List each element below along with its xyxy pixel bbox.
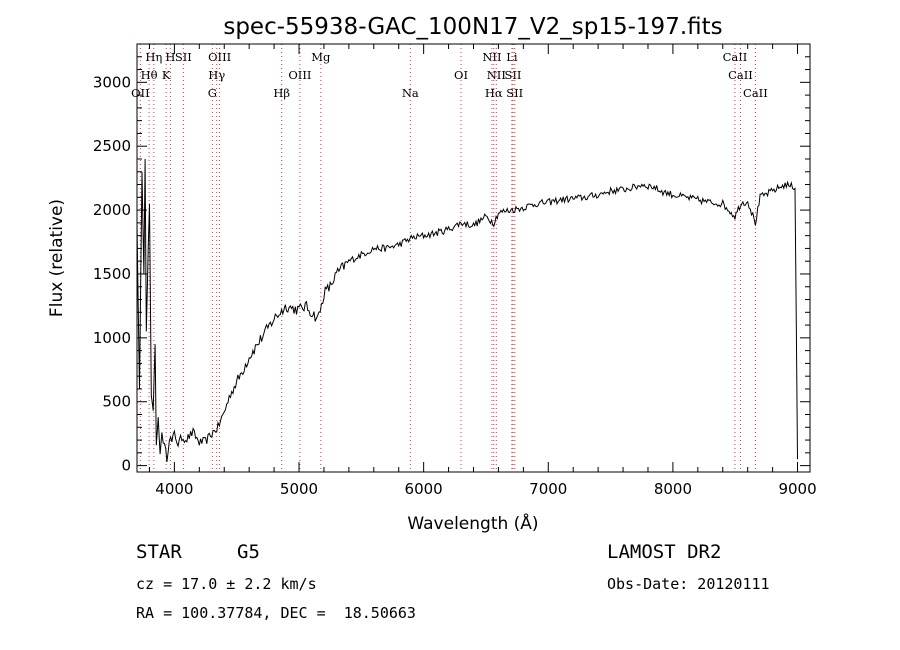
axis-ticks: 4000 5000 6000 7000 8000 9000 0 500 1000 1500 2000… bbox=[93, 44, 817, 498]
coordinates-text: RA = 100.37784, DEC = 18.50663 bbox=[136, 604, 416, 622]
object-subclass: G5 bbox=[237, 541, 260, 563]
spectral-line-label: Hγ bbox=[208, 68, 225, 82]
obs-date-text: Obs-Date: 20120111 bbox=[607, 575, 770, 593]
y-axis-label: Flux (relative) bbox=[47, 199, 67, 317]
x-tick-label: 9000 bbox=[778, 480, 816, 498]
x-tick-label: 8000 bbox=[654, 480, 692, 498]
spectral-line-label: Li bbox=[506, 50, 518, 64]
object-class: STAR bbox=[136, 541, 182, 563]
spectral-line-label: Hβ bbox=[273, 86, 290, 100]
y-tick-label: 500 bbox=[102, 393, 131, 411]
spectral-line-label: NII bbox=[482, 50, 501, 64]
spectral-line-label: OIII bbox=[208, 50, 231, 64]
spectral-line-label: K bbox=[162, 68, 171, 82]
spectral-line-label: SII bbox=[175, 50, 192, 64]
chart-title: spec-55938-GAC_100N17_V2_sp15-197.fits bbox=[223, 14, 722, 40]
spectral-line-label: OII bbox=[131, 86, 150, 100]
spectrum-series-line bbox=[136, 158, 798, 463]
redshift-text: cz = 17.0 ± 2.2 km/s bbox=[136, 575, 317, 593]
spectral-line-label: H bbox=[165, 50, 175, 64]
plot-frame bbox=[136, 43, 811, 473]
spectral-line-label: OIII bbox=[288, 68, 311, 82]
x-tick-label: 7000 bbox=[529, 480, 567, 498]
survey-name: LAMOST DR2 bbox=[607, 541, 722, 563]
spectral-line-label: NII bbox=[487, 68, 506, 82]
x-axis-label: Wavelength (Å) bbox=[407, 512, 538, 534]
spectral-line-label: Hα bbox=[485, 86, 503, 100]
spectral-line-label: OI bbox=[454, 68, 468, 82]
x-tick-label: 4000 bbox=[155, 480, 193, 498]
y-tick-label: 2500 bbox=[93, 137, 131, 155]
y-tick-label: 1500 bbox=[93, 265, 131, 283]
y-tick-label: 0 bbox=[121, 457, 131, 475]
spectral-line-label: SII bbox=[505, 68, 522, 82]
x-tick-label: 5000 bbox=[280, 480, 318, 498]
spectral-line-label: SII bbox=[506, 86, 523, 100]
y-tick-label: 2000 bbox=[93, 201, 131, 219]
spectral-line-label: Na bbox=[402, 86, 419, 100]
spectral-line-label: G bbox=[208, 86, 217, 100]
spectral-line-label: CaII bbox=[723, 50, 748, 64]
spectral-line-label: Hθ bbox=[141, 68, 158, 82]
spectral-line-label: CaII bbox=[728, 68, 753, 82]
spectral-line-label: CaII bbox=[743, 86, 768, 100]
x-tick-label: 6000 bbox=[405, 480, 443, 498]
spectral-line-label: Hη bbox=[145, 50, 162, 64]
y-tick-label: 3000 bbox=[93, 73, 131, 91]
y-tick-label: 1000 bbox=[93, 329, 131, 347]
spectral-line-label: Mg bbox=[311, 50, 331, 64]
